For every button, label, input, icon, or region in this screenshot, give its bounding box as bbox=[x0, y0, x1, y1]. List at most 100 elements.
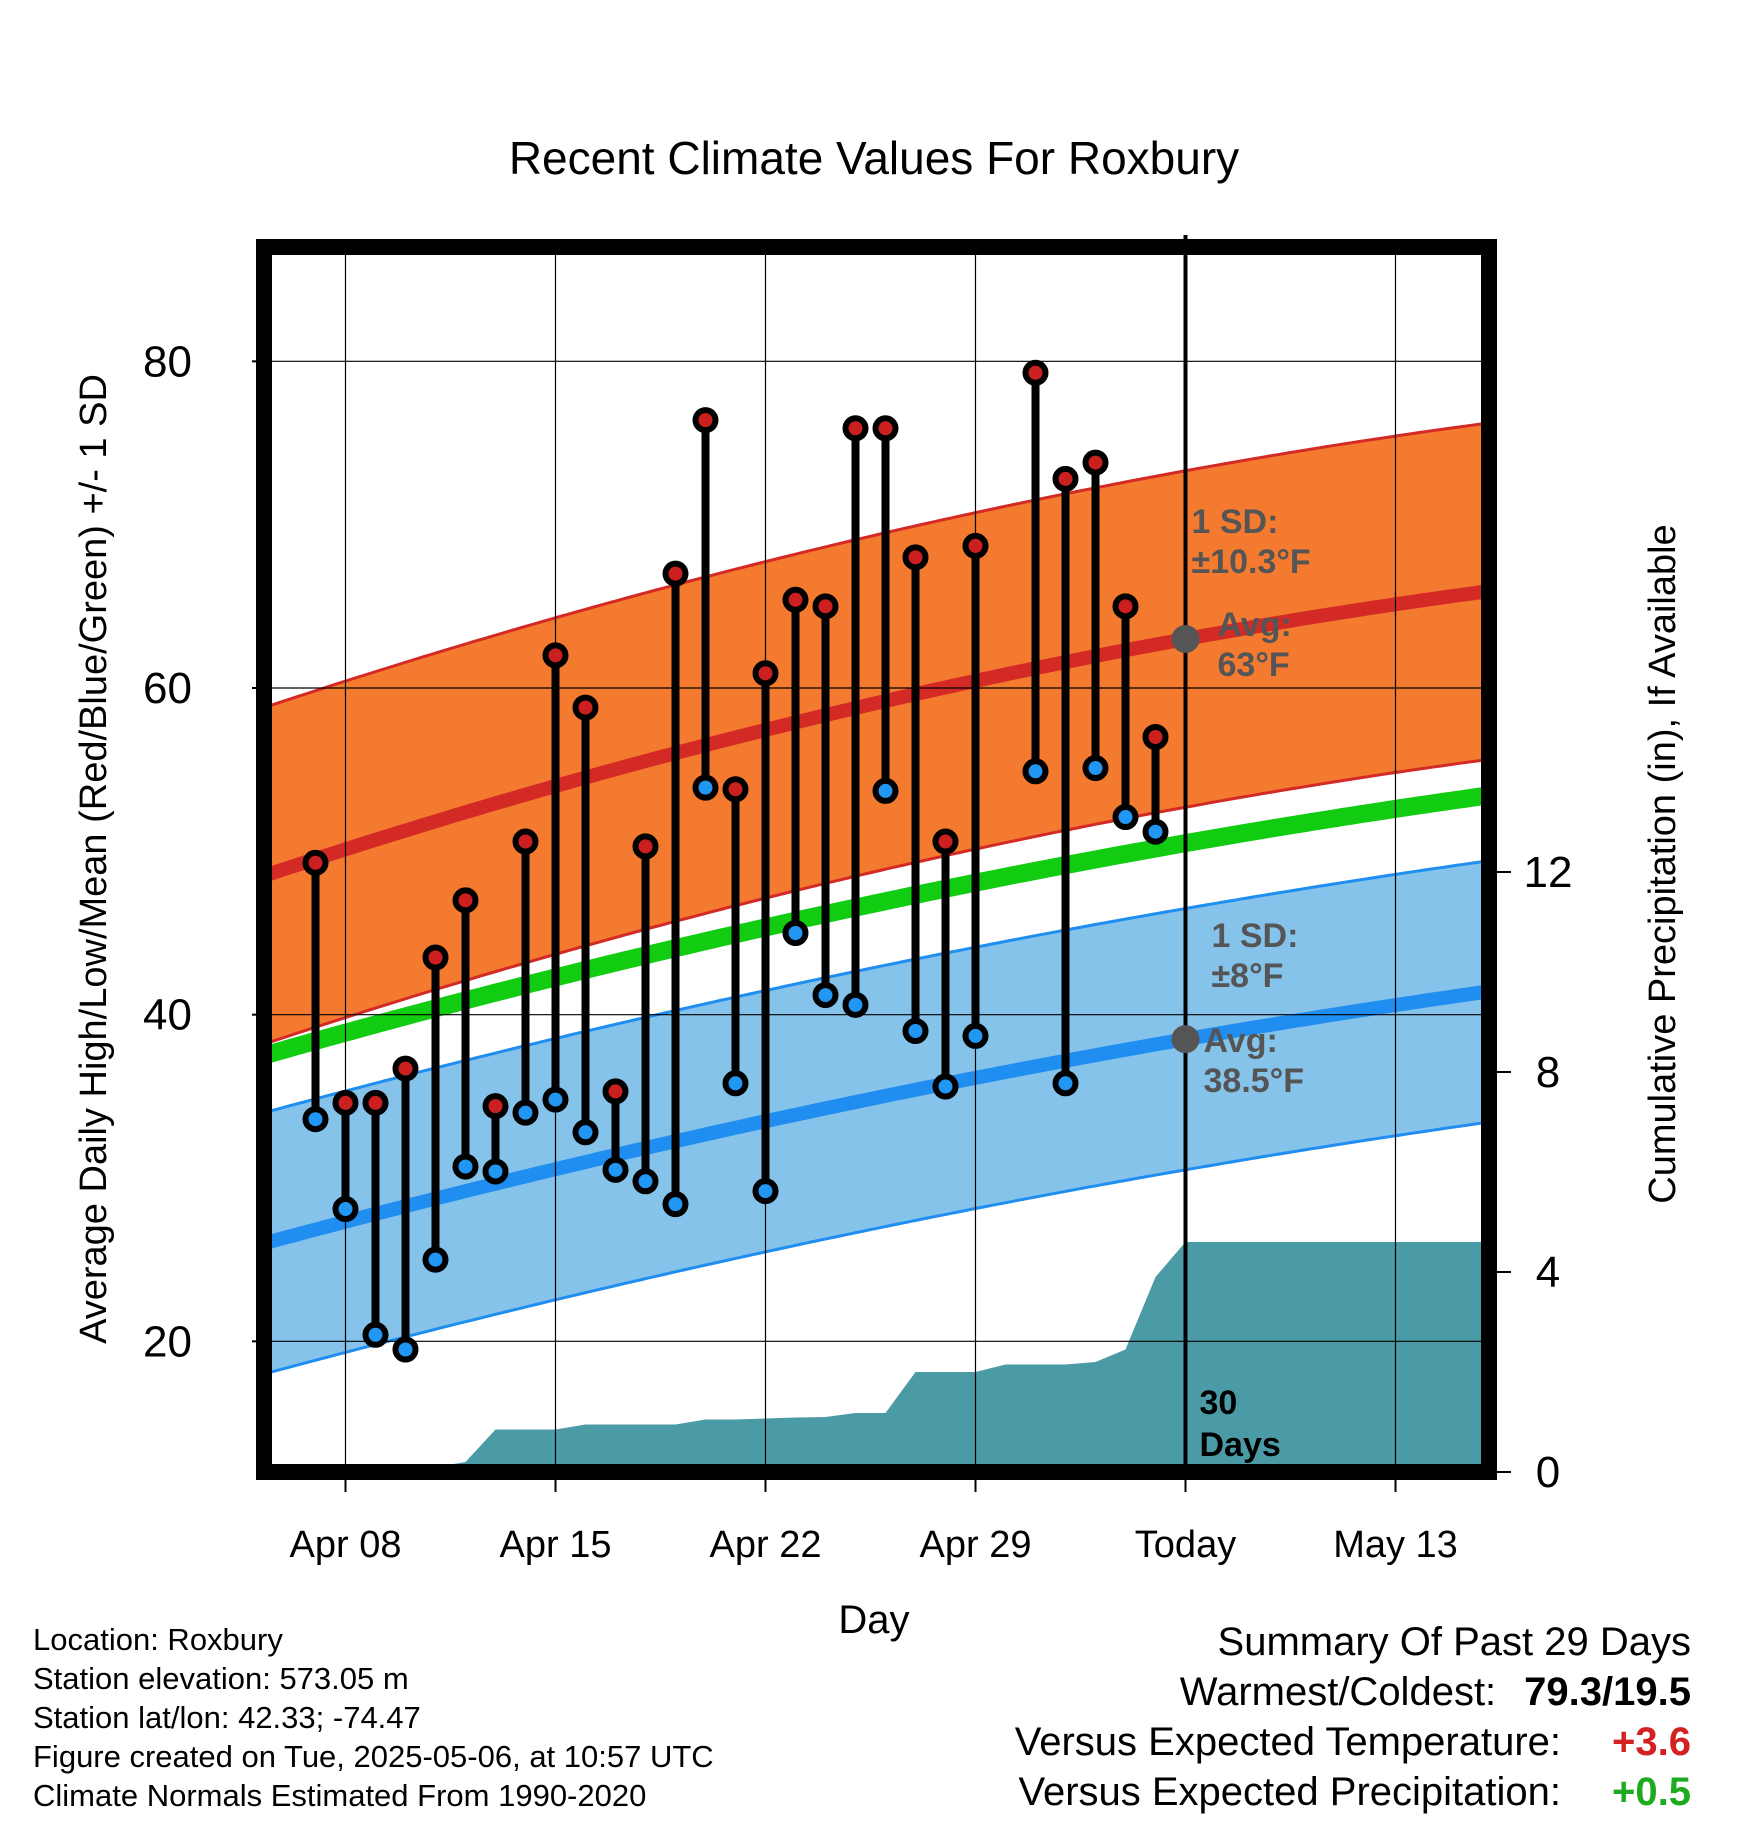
station-info: Location: Roxbury Station elevation: 573… bbox=[33, 1620, 714, 1815]
low-point bbox=[722, 1070, 749, 1097]
low-point bbox=[1022, 758, 1049, 785]
y2-tick-label: 0 bbox=[1536, 1448, 1560, 1497]
high-sd-annotation: 1 SD: ±10.3°F bbox=[1192, 503, 1311, 581]
low-point bbox=[452, 1153, 479, 1180]
data-marks: 1 SD: ±10.3°F Avg: 63°F 1 SD: ±8°F Avg: 38.5°F 3… bbox=[302, 235, 1311, 1472]
summary-panel: Summary Of Past 29 Days Warmest/Coldest:… bbox=[1015, 1617, 1691, 1817]
low-point bbox=[602, 1156, 629, 1183]
high-point bbox=[782, 586, 809, 613]
x-tick-label: Apr 08 bbox=[290, 1524, 402, 1566]
high-point bbox=[1052, 465, 1079, 492]
precip-label: Versus Expected Precipitation: bbox=[1018, 1770, 1561, 1814]
warmest-label: Warmest/Coldest: bbox=[1179, 1670, 1497, 1714]
summary-temp-row: Versus Expected Temperature: +3.6 bbox=[1015, 1717, 1691, 1767]
low-point bbox=[1142, 818, 1169, 845]
low-point bbox=[512, 1099, 539, 1126]
high-point bbox=[842, 415, 869, 442]
high-point bbox=[512, 828, 539, 855]
high-point bbox=[362, 1089, 389, 1116]
high-point bbox=[392, 1055, 419, 1082]
y-tick-label: 20 bbox=[143, 1317, 192, 1366]
warmest-value: 79.3/19.5 bbox=[1524, 1670, 1691, 1714]
high-point bbox=[902, 544, 929, 571]
high-point bbox=[482, 1093, 509, 1120]
high-point bbox=[422, 944, 449, 971]
high-point bbox=[1082, 449, 1109, 476]
high-point bbox=[812, 593, 839, 620]
y-tick-label: 80 bbox=[143, 337, 192, 386]
x-tick-label: Apr 29 bbox=[920, 1524, 1032, 1566]
created-text: Figure created on Tue, 2025-05-06, at 10… bbox=[33, 1739, 714, 1774]
temp-label: Versus Expected Temperature: bbox=[1014, 1720, 1561, 1764]
chart-title: Recent Climate Values For Roxbury bbox=[509, 132, 1239, 184]
elevation-text: Station elevation: 573.05 m bbox=[33, 1661, 409, 1696]
x-axis-label: Day bbox=[838, 1598, 909, 1642]
latlon-text: Station lat/lon: 42.33; -74.47 bbox=[33, 1700, 421, 1735]
low-point bbox=[422, 1246, 449, 1273]
high-point bbox=[932, 828, 959, 855]
summary-warmest-row: Warmest/Coldest: 79.3/19.5 bbox=[1015, 1667, 1691, 1717]
low-point bbox=[1052, 1070, 1079, 1097]
window-days-label: 30 Days bbox=[1200, 1384, 1281, 1464]
low-sd-band bbox=[264, 860, 1489, 1374]
low-point bbox=[1112, 804, 1139, 831]
low-avg-today-dot bbox=[1171, 1025, 1200, 1054]
y2-tick-label: 12 bbox=[1524, 848, 1573, 897]
low-point bbox=[542, 1086, 569, 1113]
low-point bbox=[692, 774, 719, 801]
high-point bbox=[452, 887, 479, 914]
high-point bbox=[602, 1078, 629, 1105]
high-sd-band bbox=[264, 422, 1489, 1045]
low-normal-line bbox=[264, 984, 1489, 1251]
y-tick-label: 40 bbox=[143, 991, 192, 1040]
y2-axis-label: Cumulative Precipitation (in), If Availa… bbox=[1642, 524, 1684, 1203]
high-point bbox=[872, 415, 899, 442]
location-text: Location: Roxbury bbox=[33, 1622, 283, 1657]
low-point bbox=[902, 1018, 929, 1044]
normals-text: Climate Normals Estimated From 1990-2020 bbox=[33, 1778, 647, 1813]
high-point bbox=[662, 560, 689, 587]
low-point bbox=[842, 991, 869, 1018]
low-point bbox=[572, 1119, 599, 1146]
high-point bbox=[632, 833, 659, 860]
x-tick-label: Today bbox=[1135, 1524, 1236, 1566]
low-point bbox=[782, 920, 809, 946]
axes: 20 40 60 80 0 4 8 12 Apr 08 Apr 15 Apr 22 Apr 29 Tod… bbox=[143, 239, 1573, 1566]
x-tick-label: Apr 22 bbox=[710, 1524, 822, 1566]
low-point bbox=[962, 1022, 989, 1049]
low-avg-annotation: Avg: 38.5°F bbox=[1204, 1022, 1305, 1100]
x-tick-label: Apr 15 bbox=[500, 1524, 612, 1566]
mean-normal-line bbox=[264, 786, 1489, 1065]
high-sd-lower-line bbox=[264, 757, 1489, 1046]
low-sd-lower-line bbox=[264, 1120, 1489, 1376]
low-point bbox=[302, 1106, 329, 1133]
y2-tick-label: 8 bbox=[1536, 1048, 1560, 1097]
high-point bbox=[1142, 724, 1169, 750]
high-point bbox=[962, 532, 989, 559]
low-point bbox=[392, 1336, 419, 1363]
temp-value: +3.6 bbox=[1612, 1720, 1691, 1764]
high-point bbox=[572, 694, 599, 721]
high-point bbox=[692, 407, 719, 434]
high-avg-annotation: Avg: 63°F bbox=[1218, 606, 1292, 684]
low-point bbox=[812, 982, 839, 1009]
high-point bbox=[752, 660, 779, 687]
y-tick-label: 60 bbox=[143, 664, 192, 713]
plot-frame bbox=[256, 239, 1497, 1480]
high-point bbox=[1022, 359, 1049, 386]
low-point bbox=[332, 1196, 359, 1223]
precip-value: +0.5 bbox=[1612, 1770, 1691, 1814]
high-point bbox=[332, 1089, 359, 1116]
summary-precip-row: Versus Expected Precipitation: +0.5 bbox=[1015, 1767, 1691, 1817]
y2-tick-label: 4 bbox=[1536, 1248, 1560, 1297]
low-point bbox=[932, 1073, 959, 1100]
high-point bbox=[1112, 593, 1139, 620]
low-point bbox=[362, 1321, 389, 1348]
low-point bbox=[662, 1191, 689, 1218]
low-sd-upper-line bbox=[264, 859, 1489, 1115]
low-point bbox=[482, 1158, 509, 1185]
low-point bbox=[632, 1168, 659, 1195]
low-point bbox=[1082, 755, 1109, 782]
summary-title: Summary Of Past 29 Days bbox=[1217, 1620, 1691, 1664]
